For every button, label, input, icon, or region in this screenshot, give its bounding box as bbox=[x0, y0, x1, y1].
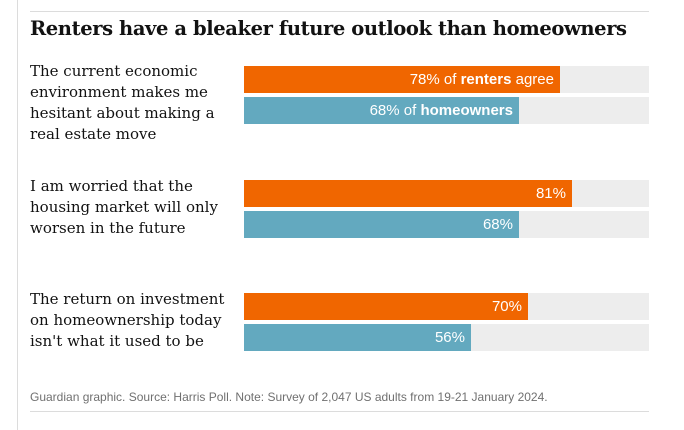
renters-bar: 70% bbox=[244, 293, 528, 320]
source-footnote: Guardian graphic. Source: Harris Poll. N… bbox=[30, 390, 548, 404]
statement-label: The current economic environment makes m… bbox=[30, 62, 215, 143]
label-group-name: renters bbox=[460, 71, 512, 88]
renters-bar: 78% of renters agree bbox=[244, 66, 560, 93]
bar-track: 70% bbox=[244, 293, 649, 320]
label-prefix: 78% of bbox=[409, 71, 457, 88]
statement-label: I am worried that the housing market wil… bbox=[30, 177, 218, 237]
renters-bar: 81% bbox=[244, 180, 572, 207]
label-suffix: agree bbox=[515, 71, 554, 88]
renters-bar-label: 78% of renters agree bbox=[410, 66, 554, 93]
homeowners-bar-label: 68% bbox=[482, 216, 513, 233]
homeowners-bar-label: 56% bbox=[434, 329, 465, 346]
top-rule bbox=[30, 11, 649, 12]
renters-bar-label: 70% bbox=[491, 298, 522, 315]
bar-track: 81% bbox=[244, 180, 649, 207]
bottom-rule bbox=[30, 411, 649, 412]
homeowners-bar-label: 68% of homeowners bbox=[370, 97, 513, 124]
renters-bar-label: 81% bbox=[535, 185, 566, 202]
page-left-border bbox=[17, 0, 18, 430]
bar-track: 56% bbox=[244, 324, 649, 351]
statement-label: The return on investment on homeownershi… bbox=[30, 290, 225, 350]
label-prefix: 68% of bbox=[369, 102, 417, 119]
bar-track: 78% of renters agree bbox=[244, 66, 649, 93]
homeowners-bar: 68% of homeowners bbox=[244, 97, 519, 124]
homeowners-bar: 68% bbox=[244, 211, 519, 238]
bar-track: 68% of homeowners bbox=[244, 97, 649, 124]
bar-track: 68% bbox=[244, 211, 649, 238]
chart-title: Renters have a bleaker future outlook th… bbox=[30, 17, 627, 40]
label-group-name: homeowners bbox=[420, 102, 513, 119]
homeowners-bar: 56% bbox=[244, 324, 471, 351]
